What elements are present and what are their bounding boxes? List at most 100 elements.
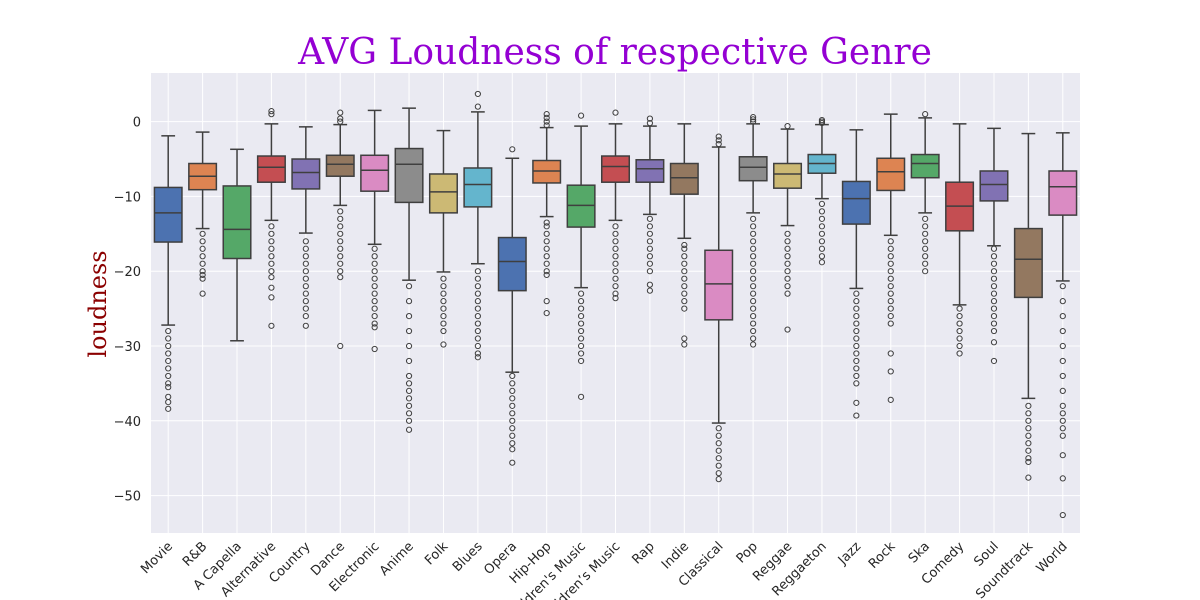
- outlier-point: [853, 342, 860, 350]
- outlier-point: [887, 245, 894, 252]
- outlier-point: [1025, 432, 1032, 439]
- outlier-point: [853, 365, 860, 372]
- outlier-point: [887, 238, 894, 245]
- outlier-point: [405, 395, 413, 402]
- outlier-point: [474, 320, 481, 327]
- outlier-point: [543, 230, 550, 237]
- outlier-point: [784, 230, 791, 237]
- box-14: [635, 115, 665, 294]
- outlier-point: [577, 327, 585, 335]
- outlier-point: [405, 283, 413, 290]
- outlier-point: [509, 410, 516, 417]
- box-13: [600, 109, 631, 302]
- outlier-point: [990, 312, 998, 320]
- outlier-point: [1025, 402, 1032, 409]
- outlier-point: [509, 425, 516, 432]
- outlier-point: [922, 268, 929, 275]
- outlier-point: [750, 275, 757, 282]
- outlier-point: [268, 111, 275, 118]
- box-body: [738, 156, 768, 182]
- outlier-point: [165, 335, 172, 342]
- outlier-point: [1059, 312, 1066, 320]
- box-26: [1048, 132, 1078, 519]
- outlier-point: [784, 253, 791, 260]
- outlier-point: [577, 350, 585, 357]
- outlier-point: [715, 425, 722, 432]
- outlier-point: [750, 320, 757, 327]
- y-tick-label: −40: [114, 415, 141, 430]
- outlier-point: [405, 342, 413, 350]
- outlier-point: [405, 410, 413, 417]
- outlier-point: [681, 245, 688, 252]
- outlier-point: [750, 215, 757, 222]
- outlier-point: [750, 253, 757, 260]
- outlier-point: [990, 275, 998, 282]
- outlier-point: [750, 268, 757, 275]
- outlier-point: [440, 275, 447, 282]
- outlier-point: [715, 137, 722, 144]
- outlier-point: [784, 283, 791, 290]
- outlier-point: [509, 402, 516, 409]
- outlier-point: [1059, 475, 1066, 482]
- outlier-point: [577, 112, 585, 119]
- outlier-point: [371, 253, 378, 260]
- outlier-point: [750, 116, 757, 123]
- outlier-point: [715, 470, 722, 477]
- outlier-point: [405, 298, 413, 305]
- outlier-point: [1059, 372, 1066, 380]
- outlier-point: [474, 354, 481, 361]
- outlier-point: [956, 327, 963, 335]
- outlier-point: [543, 245, 550, 252]
- outlier-point: [199, 245, 206, 252]
- outlier-point: [268, 284, 275, 291]
- outlier-point: [1059, 402, 1066, 409]
- box-1: [188, 131, 218, 297]
- outlier-point: [371, 345, 378, 353]
- outlier-point: [440, 283, 447, 290]
- box-body: [600, 155, 631, 183]
- outlier-point: [268, 260, 275, 267]
- outlier-point: [853, 399, 860, 406]
- box-10: [497, 146, 527, 466]
- outlier-point: [956, 342, 963, 350]
- outlier-point: [818, 208, 826, 215]
- outlier-point: [990, 357, 998, 365]
- outlier-point: [922, 253, 929, 260]
- outlier-point: [543, 309, 550, 317]
- box-3: [256, 108, 286, 329]
- outlier-point: [337, 109, 344, 116]
- box-8: [428, 129, 458, 348]
- outlier-point: [887, 260, 894, 267]
- outlier-point: [715, 476, 722, 483]
- outlier-point: [784, 326, 791, 333]
- outlier-point: [509, 387, 516, 394]
- outlier-point: [199, 230, 206, 237]
- outlier-point: [612, 290, 619, 297]
- box-15: [669, 123, 699, 348]
- box-25: [1013, 132, 1043, 481]
- outlier-point: [474, 350, 481, 357]
- outlier-point: [474, 305, 481, 312]
- outlier-point: [990, 245, 998, 252]
- outlier-point: [474, 342, 481, 350]
- outlier-point: [440, 327, 447, 335]
- box-body: [222, 185, 252, 260]
- outlier-point: [543, 114, 550, 121]
- outlier-point: [750, 245, 757, 252]
- outlier-point: [474, 312, 481, 320]
- outlier-point: [681, 241, 688, 249]
- outlier-point: [990, 268, 998, 275]
- outlier-point: [371, 324, 378, 331]
- outlier-point: [681, 298, 688, 305]
- outlier-point: [1059, 342, 1066, 350]
- x-tick-label: Anime: [377, 539, 417, 579]
- outlier-point: [268, 253, 275, 260]
- outlier-point: [1025, 447, 1032, 454]
- outlier-point: [302, 268, 309, 275]
- box-17: [738, 114, 768, 348]
- outlier-point: [474, 298, 481, 305]
- box-18: [773, 123, 803, 333]
- outlier-point: [990, 283, 998, 290]
- outlier-point: [165, 380, 172, 387]
